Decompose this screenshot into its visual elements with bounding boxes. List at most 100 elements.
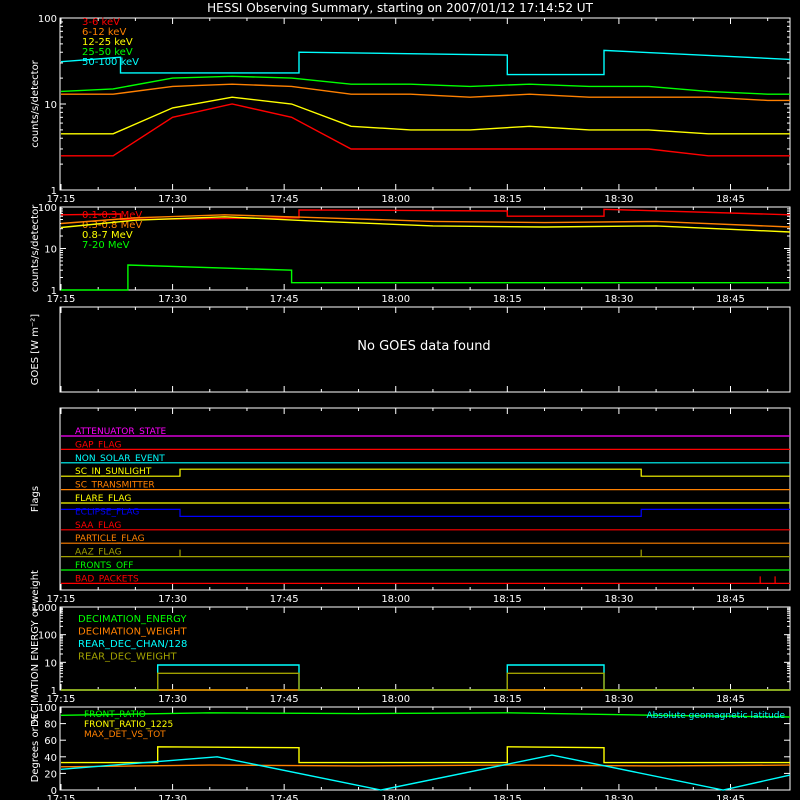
legend-entry: 0.3-0.8 MeV xyxy=(82,220,142,231)
y-tick-label: 40 xyxy=(44,753,57,764)
legend-entry: FRONT_RATIO_1225 xyxy=(84,720,173,730)
panel-high-energy-rates: 17:15 17:30 17:45 18:00 18:15 18:30 18:45 1 10 10… xyxy=(30,203,791,305)
y-tick-label: 100 xyxy=(38,14,57,25)
flag-label: SC_IN_SUNLIGHT xyxy=(75,467,152,477)
y-tick-label: 10 xyxy=(44,245,57,256)
x-tick-label: 17:30 xyxy=(158,294,187,305)
x-tick-label: 18:45 xyxy=(716,694,745,705)
x-tick-label: 18:45 xyxy=(716,194,745,205)
x-tick-label: 18:30 xyxy=(604,194,633,205)
y-tick-label: 100 xyxy=(38,203,57,214)
legend-entry: 7-20 MeV xyxy=(82,240,130,251)
legend-entry: REAR_DEC_WEIGHT xyxy=(78,652,177,663)
panel-frame xyxy=(59,706,791,791)
y-axis-label: DECIMATION ENERGY or weight xyxy=(30,570,41,727)
legend-entry: 12-25 keV xyxy=(82,37,133,48)
x-tick-label: 17:15 xyxy=(47,294,76,305)
series-line-6-12-kev xyxy=(61,83,790,102)
x-tick-label: 17:15 xyxy=(47,194,76,205)
legend-entry: DECIMATION_WEIGHT xyxy=(78,627,187,638)
legend-entry: 50-100 keV xyxy=(82,57,139,68)
y-tick-label: 1 xyxy=(51,186,57,197)
legend-entry: DECIMATION_ENERGY xyxy=(78,614,187,625)
x-tick-label: 18:00 xyxy=(381,194,410,205)
x-tick-label: 18:00 xyxy=(381,794,410,800)
y-tick-label: 0 xyxy=(51,786,57,797)
flag-label: ATTENUATOR_STATE xyxy=(75,427,167,437)
x-tick-label: 18:30 xyxy=(604,294,633,305)
y-tick-label: 1 xyxy=(51,286,57,297)
panel-frame xyxy=(59,306,791,393)
x-tick-label: 18:45 xyxy=(716,594,745,605)
annotation-label: Absolute geomagnetic latitude xyxy=(646,711,785,721)
flag-label: FRONTS_OFF xyxy=(75,561,133,571)
x-tick-label: 17:15 xyxy=(47,794,76,800)
x-tick-label: 18:15 xyxy=(493,594,522,605)
x-tick-label: 17:45 xyxy=(270,294,299,305)
series-line-7-20-mev xyxy=(61,264,790,291)
x-tick-label: 18:00 xyxy=(381,294,410,305)
x-tick-label: 17:45 xyxy=(270,694,299,705)
flag-label: ECLIPSE_FLAG xyxy=(75,507,139,517)
y-axis-label: GOES [W m⁻²] xyxy=(30,314,41,385)
x-tick-label: 17:30 xyxy=(158,594,187,605)
series-line-front-ratio-1225 xyxy=(61,746,790,764)
series-line-3-6-kev xyxy=(61,103,790,157)
x-tick-label: 17:45 xyxy=(270,594,299,605)
legend-entry: MAX_DET_VS_TOT xyxy=(84,730,166,740)
flag-line xyxy=(61,576,790,585)
legend-entry: 3-6 keV xyxy=(82,17,120,28)
series-line-max-det-vs-tot xyxy=(60,764,791,768)
series-line-rear-dec-weight xyxy=(61,672,790,691)
x-tick-label: 18:30 xyxy=(604,694,633,705)
flag-label: AAZ_FLAG xyxy=(75,548,122,558)
flag-label: SAA_FLAG xyxy=(75,521,121,531)
y-tick-label: 100 xyxy=(38,703,57,714)
flag-label: GAP_FLAG xyxy=(75,440,121,450)
y-tick-label: 10 xyxy=(44,658,57,669)
legend-entry: 6-12 keV xyxy=(82,27,126,38)
x-tick-label: 18:30 xyxy=(604,594,633,605)
x-tick-label: 18:15 xyxy=(493,194,522,205)
no-goes-message: No GOES data found xyxy=(357,339,490,354)
y-tick-label: 20 xyxy=(44,769,57,780)
x-tick-label: 18:15 xyxy=(493,794,522,800)
panel-frame xyxy=(59,407,791,591)
legend-entry: REAR_DEC_CHAN/128 xyxy=(78,639,187,650)
y-tick-label: 100 xyxy=(38,631,57,642)
y-tick-label: 1000 xyxy=(32,603,57,614)
x-tick-label: 17:45 xyxy=(270,194,299,205)
y-tick-label: 60 xyxy=(44,736,57,747)
x-tick-label: 17:30 xyxy=(158,794,187,800)
legend-entry: FRONT_RATIO xyxy=(84,710,146,720)
x-tick-label: 18:15 xyxy=(493,294,522,305)
y-axis-label: Degrees or % xyxy=(30,715,41,783)
x-tick-label: 17:30 xyxy=(158,194,187,205)
series-line-12-25-kev xyxy=(61,96,790,135)
flag-label: FLARE_FLAG xyxy=(75,494,131,504)
chart-title: HESSI Observing Summary, starting on 200… xyxy=(207,1,593,15)
x-tick-label: 17:15 xyxy=(47,594,76,605)
series-line-0-8-7-mev xyxy=(60,216,791,233)
flag-label: PARTICLE_FLAG xyxy=(75,534,145,544)
legend-entry: 0.1-0.3 MeV xyxy=(82,210,142,221)
series-line-0-1-0-3-mev xyxy=(60,208,791,221)
y-tick-label: 80 xyxy=(44,720,57,731)
panel-low-energy-rates: 17:15 17:30 17:45 18:00 18:15 18:30 18:45 1 10 10… xyxy=(30,14,791,205)
x-tick-label: 17:15 xyxy=(47,694,76,705)
panel-undefined: 17:15 17:30 17:45 18:00 18:15 18:30 18:45 Flags… xyxy=(30,407,791,605)
series-line-0-3-0-8-mev xyxy=(60,214,791,228)
panel-decimation: 17:15 17:30 17:45 18:00 18:15 18:30 18:45 1 10 10… xyxy=(30,570,791,727)
series-line-50-100-kev xyxy=(60,49,791,76)
series-line-absolute-geomagnetic-latitude xyxy=(60,754,791,791)
y-axis-label: counts/s/detector xyxy=(30,204,41,292)
x-tick-label: 18:30 xyxy=(604,794,633,800)
series-line-front-ratio xyxy=(60,712,791,718)
legend-entry: 0.8-7 MeV xyxy=(82,230,133,241)
x-tick-label: 18:45 xyxy=(716,794,745,800)
x-tick-label: 18:45 xyxy=(716,294,745,305)
flag-line xyxy=(61,549,790,558)
x-tick-label: 18:15 xyxy=(493,694,522,705)
flag-label: SC_TRANSMITTER xyxy=(75,481,155,491)
